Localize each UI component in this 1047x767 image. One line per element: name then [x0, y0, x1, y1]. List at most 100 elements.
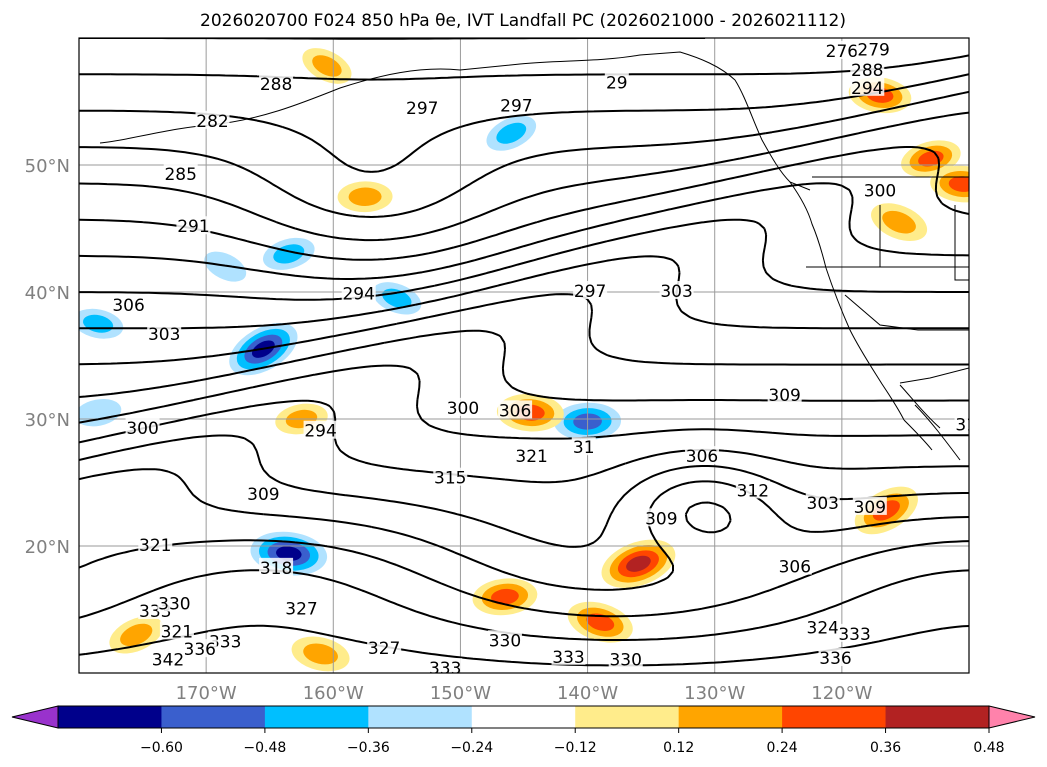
- contour-label: 330: [609, 650, 641, 670]
- contour-label: 29: [606, 74, 628, 94]
- chart-title: 2026020700 F024 850 hPa θe, IVT Landfall…: [200, 11, 846, 31]
- contour-label-background: [176, 216, 211, 235]
- theta-e-contour-line: [79, 90, 969, 218]
- contour-label-background: [818, 648, 853, 667]
- colorbar-tick-label: 0.24: [767, 740, 798, 756]
- theta-e-contour-line: [79, 624, 969, 667]
- contour-label: 297: [574, 282, 606, 302]
- contour-label: 288: [260, 75, 292, 95]
- contour-label: 306: [499, 401, 531, 421]
- theta-e-contour-line: [79, 111, 969, 242]
- contour-label-background: [433, 467, 468, 486]
- contour-label: 330: [489, 631, 521, 651]
- contour-label-background: [805, 493, 840, 512]
- contour-label-background: [767, 385, 802, 404]
- lat-tick-label: 40°N: [25, 283, 70, 304]
- lon-tick-label: 150°W: [430, 683, 491, 704]
- ivt-pc-blob-level: [496, 122, 527, 144]
- contour-label: 333: [209, 633, 241, 653]
- colorbar-segment: [782, 706, 887, 728]
- colorbar-tick-label: 0.36: [870, 740, 901, 756]
- lon-tick-label: 170°W: [176, 683, 237, 704]
- contour-label: 312: [737, 481, 769, 501]
- contour-label: 31: [573, 438, 595, 458]
- contour-label: 333: [429, 659, 461, 679]
- lon-tick-label: 160°W: [303, 683, 364, 704]
- ivt-pc-blob: [601, 539, 676, 588]
- theta-e-contour-line: [79, 182, 969, 280]
- contour-label: 285: [164, 165, 196, 185]
- theta-e-contour-line: [79, 293, 969, 366]
- lon-tick-label: 130°W: [684, 683, 745, 704]
- theta-e-contours: [79, 38, 969, 667]
- contour-label-background: [303, 420, 338, 439]
- ivt-pc-blob-level: [491, 588, 519, 605]
- contour-label: 291: [177, 217, 209, 237]
- contour-label-background: [163, 164, 198, 183]
- contour-label: 297: [406, 99, 438, 119]
- colorbar-segment: [58, 706, 162, 728]
- colorbar-tick-label: −0.24: [450, 740, 493, 756]
- ivt-pc-blob-level: [586, 613, 615, 631]
- colorbar-segment: [885, 706, 990, 728]
- contour-label: 297: [500, 97, 532, 117]
- contour-label: 330: [158, 594, 190, 614]
- contour-label: 324: [807, 619, 839, 639]
- contour-label-background: [157, 593, 192, 612]
- ivt-pc-blob: [930, 165, 969, 203]
- contour-label-background: [487, 630, 522, 649]
- contour-label-background: [551, 646, 586, 665]
- map-frame: [78, 37, 970, 674]
- colorbar-tick-label: −0.48: [243, 740, 286, 756]
- ivt-pc-blob: [262, 237, 315, 270]
- colorbar-outline: [57, 705, 990, 729]
- ivt-pc-blob: [871, 203, 928, 242]
- contour-label: 327: [368, 639, 400, 659]
- theta-e-contour-line: [79, 218, 969, 301]
- contour-label-background: [428, 658, 463, 673]
- colorbar-tick-label: 0.48: [973, 740, 1004, 756]
- contour-label: 318: [955, 415, 987, 435]
- contour-label: 294: [851, 79, 883, 99]
- lat-tick-labels: 20°N 30°N 40°N 50°N: [25, 156, 70, 558]
- contour-label: 309: [645, 509, 677, 529]
- ivt-pc-blob-level: [626, 555, 651, 572]
- contour-label: 309: [768, 386, 800, 406]
- colorbar-tick-label: −0.36: [347, 740, 390, 756]
- contour-label-background: [111, 294, 146, 313]
- theta-e-contour-line: [79, 146, 969, 261]
- colorbar-segment: [368, 706, 473, 728]
- lat-tick-label: 20°N: [25, 537, 70, 558]
- colorbar: −0.60 −0.48 −0.36 −0.24 −0.12 0.12 0.24 0.36 0.4…: [11, 705, 1036, 756]
- contour-label: 336: [184, 640, 216, 660]
- contour-label-background: [644, 508, 679, 527]
- us-mexico-border: [899, 367, 969, 384]
- colorbar-extend-high: [988, 705, 1036, 729]
- mexico-coast: [914, 404, 961, 461]
- contour-label: 300: [126, 419, 158, 439]
- ivt-pc-blob-level: [882, 210, 916, 234]
- colorbar-segment: [678, 706, 783, 728]
- contour-label-background: [984, 626, 1018, 644]
- contour-label: 309: [854, 498, 886, 518]
- ivt-pc-blob-level: [303, 643, 338, 665]
- colorbar-segment: [575, 706, 680, 728]
- contour-label-background: [863, 180, 897, 199]
- ivt-pc-blob: [291, 636, 350, 672]
- colorbar-extend-low: [11, 705, 59, 729]
- contour-label-background: [824, 40, 859, 59]
- contour-label-background: [284, 598, 319, 617]
- contour-label-background: [151, 649, 185, 668]
- colorbar-tick-label: 0.12: [663, 740, 694, 756]
- contour-label-background: [850, 60, 885, 79]
- colorbar-segment: [161, 706, 266, 728]
- contour-label: 315: [434, 469, 466, 489]
- contour-label-background: [573, 281, 608, 299]
- contour-label-background: [852, 496, 887, 515]
- contour-label: 279: [857, 41, 889, 61]
- contour-label-background: [499, 95, 534, 114]
- theta-e-contour-line: [79, 468, 969, 591]
- contour-label: 306: [686, 447, 718, 467]
- contour-label: 303: [660, 282, 692, 302]
